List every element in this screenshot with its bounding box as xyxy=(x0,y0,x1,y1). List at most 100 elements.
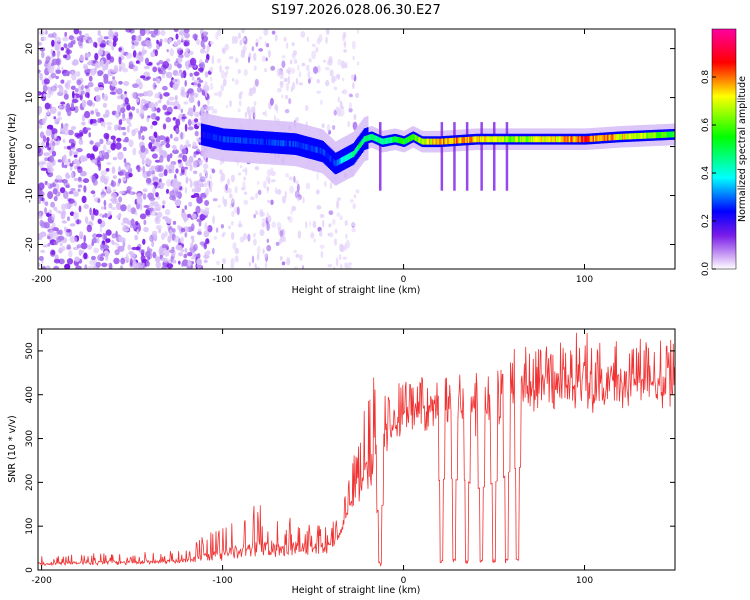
ridge-core xyxy=(311,145,314,152)
noise-speckle xyxy=(72,90,75,99)
ridge-core xyxy=(274,139,277,146)
noise-speckle xyxy=(73,154,78,158)
noise-speckle xyxy=(150,113,157,120)
ridge-core xyxy=(553,136,556,143)
noise-speckle xyxy=(351,40,356,50)
ridge-core xyxy=(300,142,303,149)
noise-speckle xyxy=(79,54,85,62)
ridge-core xyxy=(232,136,234,143)
noise-speckle xyxy=(112,40,117,47)
noise-speckle xyxy=(182,113,186,117)
noise-speckle xyxy=(92,233,98,239)
noise-speckle xyxy=(189,180,193,188)
noise-speckle xyxy=(200,208,204,214)
noise-speckle xyxy=(103,199,107,207)
noise-speckle xyxy=(234,247,240,255)
noise-speckle xyxy=(271,221,277,229)
noise-speckle xyxy=(183,41,190,47)
noise-speckle xyxy=(58,258,65,265)
noise-speckle xyxy=(211,55,214,65)
ridge-core xyxy=(596,135,598,142)
ridge-core xyxy=(275,139,278,146)
ridge-core xyxy=(668,131,671,138)
noise-speckle xyxy=(89,68,96,76)
ridge-core xyxy=(451,137,454,144)
noise-speckle xyxy=(148,197,156,201)
ridge-core xyxy=(475,136,478,143)
noise-speckle xyxy=(244,111,248,119)
noise-speckle xyxy=(257,266,260,269)
noise-speckle xyxy=(154,49,158,57)
ridge-core xyxy=(500,136,502,143)
noise-speckle xyxy=(152,181,159,186)
noise-speckle xyxy=(180,227,186,233)
noise-speckle xyxy=(178,30,186,36)
noise-speckle xyxy=(215,31,219,40)
noise-speckle xyxy=(99,43,106,48)
noise-speckle xyxy=(89,207,92,216)
noise-speckle xyxy=(139,202,143,211)
colorbar-tick-label: 0.0 xyxy=(701,262,711,277)
noise-speckle xyxy=(51,150,57,157)
ridge-core xyxy=(521,136,523,143)
noise-speckle xyxy=(183,101,188,105)
noise-speckle xyxy=(66,258,74,265)
ridge-core xyxy=(579,136,582,143)
ridge-core xyxy=(560,136,562,143)
ridge-core xyxy=(299,142,302,149)
ridge-core xyxy=(257,138,259,145)
ridge-core xyxy=(572,136,574,143)
noise-speckle xyxy=(49,106,57,115)
ridge-core xyxy=(304,143,306,150)
noise-speckle xyxy=(254,166,260,171)
ridge-core xyxy=(385,138,387,144)
noise-speckle xyxy=(164,250,170,257)
ridge-core xyxy=(573,136,575,143)
ridge-core xyxy=(659,132,661,138)
noise-speckle xyxy=(91,241,94,247)
ridge-core xyxy=(600,135,602,142)
noise-speckle xyxy=(105,168,110,172)
noise-speckle xyxy=(305,64,310,72)
noise-speckle xyxy=(207,250,211,254)
noise-speckle xyxy=(39,219,44,227)
noise-speckle xyxy=(223,78,227,87)
noise-speckle xyxy=(305,221,308,229)
ridge-core xyxy=(482,136,484,143)
noise-speckle xyxy=(106,186,111,192)
noise-speckle xyxy=(309,220,312,228)
noise-speckle xyxy=(152,82,157,90)
noise-speckle xyxy=(114,124,118,131)
noise-speckle xyxy=(211,168,216,174)
noise-speckle xyxy=(248,261,252,267)
noise-speckle xyxy=(237,108,241,113)
noise-speckle xyxy=(148,142,153,150)
ridge-core xyxy=(597,135,599,142)
noise-speckle xyxy=(180,86,186,93)
noise-speckle xyxy=(137,34,142,42)
noise-speckle xyxy=(129,258,133,266)
noise-speckle xyxy=(128,251,134,255)
ridge-core xyxy=(460,137,462,144)
noise-speckle xyxy=(71,60,78,66)
ridge-core xyxy=(608,134,610,141)
noise-speckle xyxy=(231,221,234,226)
noise-speckle xyxy=(288,98,292,105)
x-tick-label: -200 xyxy=(31,576,52,586)
noise-speckle xyxy=(261,218,267,223)
noise-speckle xyxy=(181,208,185,213)
noise-speckle xyxy=(150,124,154,129)
ridge-core xyxy=(648,132,650,139)
noise-speckle xyxy=(68,250,73,258)
ridge-core xyxy=(652,132,655,139)
noise-speckle xyxy=(253,233,256,238)
noise-speckle xyxy=(85,127,92,131)
noise-speckle xyxy=(321,123,325,128)
noise-speckle xyxy=(224,66,230,70)
noise-speckle xyxy=(122,217,129,224)
ridge-core xyxy=(419,137,421,144)
ridge-core xyxy=(609,134,611,141)
noise-speckle xyxy=(70,85,76,91)
ridge-core xyxy=(488,136,491,143)
noise-speckle xyxy=(205,105,211,111)
